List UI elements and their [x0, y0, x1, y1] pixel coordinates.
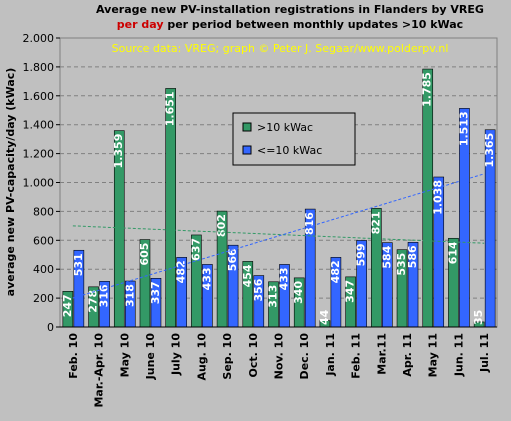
value-label: 44 — [318, 309, 331, 325]
chart-title: Average new PV-installation registration… — [96, 3, 484, 16]
chart-subtitle: per day per period between monthly updat… — [117, 18, 463, 31]
x-tick-label: Jul. 11 — [478, 333, 491, 373]
x-tick-label: Feb. 10 — [67, 333, 80, 379]
value-label: 605 — [138, 243, 151, 266]
value-label: 316 — [98, 284, 111, 307]
value-label: 821 — [369, 211, 382, 234]
x-tick-label: Jan. 11 — [324, 333, 337, 377]
value-label: 433 — [200, 267, 213, 290]
y-tick-label: 0 — [47, 321, 54, 334]
value-label: 35 — [472, 310, 485, 325]
subtitle-highlight: per day — [117, 18, 164, 31]
value-label: 433 — [278, 267, 291, 290]
y-tick-label: 200 — [33, 292, 54, 305]
value-label: 586 — [406, 245, 419, 268]
legend-swatch — [242, 122, 252, 132]
legend-label: <=10 kWac — [257, 144, 322, 157]
value-label: 531 — [72, 253, 85, 276]
y-tick-label: 1.600 — [23, 90, 55, 103]
y-tick-label: 1.000 — [23, 177, 55, 190]
value-label: 482 — [175, 260, 188, 283]
value-label: 1.038 — [432, 180, 445, 215]
y-tick-label: 600 — [33, 234, 54, 247]
value-label: 1.359 — [112, 134, 125, 169]
value-label: 816 — [303, 212, 316, 235]
x-tick-label: Feb. 11 — [350, 333, 363, 379]
x-tick-label: Dec. 10 — [298, 333, 311, 380]
x-tick-label: May 11 — [427, 333, 440, 377]
y-tick-label: 800 — [33, 205, 54, 218]
value-label: 1.651 — [164, 91, 177, 126]
value-label: 637 — [189, 238, 202, 261]
value-label: 482 — [329, 260, 342, 283]
value-label: 535 — [395, 253, 408, 276]
x-tick-label: Aug. 10 — [195, 333, 208, 381]
value-label: 313 — [267, 285, 280, 308]
source-note: Source data: VREG; graph © Peter J. Sega… — [112, 42, 449, 55]
value-label: 1.785 — [421, 72, 434, 107]
x-tick-label: Nov. 10 — [273, 333, 286, 380]
legend-label: >10 kWac — [257, 121, 313, 134]
x-tick-label: Sep. 10 — [221, 333, 234, 380]
value-label: 614 — [446, 241, 459, 264]
y-axis-label: average new PV-capacity/day (kWac) — [4, 68, 17, 297]
legend-swatch — [242, 145, 252, 155]
x-tick-label: Oct. 10 — [247, 333, 260, 378]
x-tick-label: Jun. 11 — [452, 333, 465, 377]
x-tick-label: July 10 — [170, 333, 183, 376]
value-label: 566 — [226, 248, 239, 271]
value-label: 356 — [252, 278, 265, 301]
value-label: 340 — [292, 281, 305, 304]
legend-box — [232, 112, 356, 166]
x-tick-label: Apr. 11 — [401, 333, 414, 377]
value-label: 584 — [380, 245, 393, 268]
value-label: 318 — [123, 284, 136, 307]
y-tick-label: 1.800 — [23, 61, 55, 74]
y-tick-label: 1.400 — [23, 119, 55, 132]
x-tick-label: Mar.11 — [375, 333, 388, 375]
value-label: 454 — [241, 264, 254, 287]
y-tick-label: 1.200 — [23, 148, 55, 161]
value-label: 1.365 — [483, 133, 496, 168]
value-label: 337 — [149, 281, 162, 304]
value-label: 1.513 — [457, 111, 470, 146]
value-label: 599 — [355, 243, 368, 266]
subtitle: per period between monthly updates >10 k… — [167, 18, 463, 31]
value-label: 347 — [344, 280, 357, 303]
trend-line — [72, 225, 485, 244]
y-tick-label: 2.000 — [23, 32, 55, 45]
trend-line — [72, 173, 485, 299]
x-tick-label: June 10 — [144, 333, 157, 381]
x-tick-label: Mar.-Apr. 10 — [93, 333, 106, 408]
x-tick-label: May 10 — [118, 333, 131, 378]
value-label: 278 — [87, 290, 100, 313]
value-label: 247 — [61, 294, 74, 317]
y-tick-label: 400 — [33, 263, 54, 276]
value-label: 802 — [215, 214, 228, 237]
